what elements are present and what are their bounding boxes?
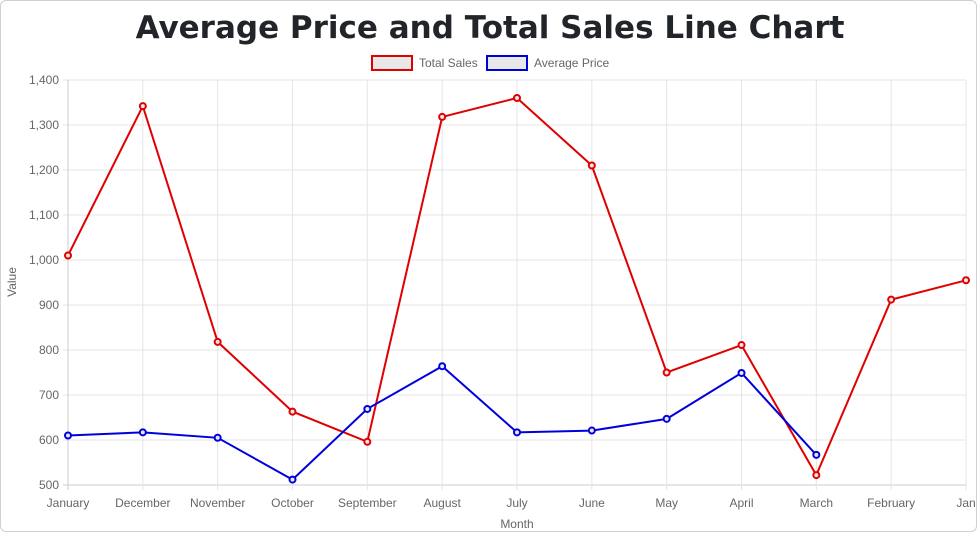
data-point[interactable] — [513, 94, 521, 102]
legend-label: Total Sales — [419, 56, 478, 70]
y-axis-title: Value — [5, 267, 19, 297]
data-point[interactable] — [288, 475, 297, 484]
data-point[interactable] — [213, 337, 222, 346]
series-layer — [64, 94, 970, 484]
y-tick-label: 1,100 — [29, 208, 59, 222]
legend-swatch — [371, 55, 413, 71]
data-point[interactable] — [662, 414, 671, 423]
y-tick-label: 1,300 — [29, 118, 59, 132]
legend-item[interactable]: Total Sales — [371, 55, 478, 71]
legend-item[interactable]: Average Price — [486, 55, 609, 71]
grid — [63, 79, 967, 490]
y-tick-label: 800 — [39, 343, 59, 357]
series-total-sales — [64, 94, 970, 480]
x-tick-label: Jan — [956, 496, 975, 510]
y-tick-label: 600 — [39, 433, 59, 447]
data-point[interactable] — [587, 426, 596, 435]
data-point[interactable] — [438, 362, 447, 371]
x-axis: January December November October September A… — [47, 496, 976, 510]
x-tick-label: December — [115, 496, 170, 510]
data-point[interactable] — [213, 433, 222, 442]
data-point[interactable] — [363, 437, 372, 446]
x-tick-label: May — [655, 496, 678, 510]
data-point[interactable] — [288, 407, 297, 416]
data-point[interactable] — [812, 471, 821, 480]
y-tick-label: 1,200 — [29, 163, 59, 177]
data-point[interactable] — [587, 161, 596, 170]
data-point[interactable] — [662, 368, 671, 377]
data-point[interactable] — [737, 341, 746, 350]
legend[interactable]: Total Sales Average Price — [371, 55, 609, 71]
y-tick-label: 900 — [39, 298, 59, 312]
x-tick-label: November — [190, 496, 245, 510]
x-tick-label: January — [47, 496, 90, 510]
legend-swatch — [486, 55, 528, 71]
y-tick-label: 1,400 — [29, 73, 59, 87]
data-point[interactable] — [64, 251, 72, 260]
data-point[interactable] — [737, 368, 746, 377]
chart-title: Average Price and Total Sales Line Chart — [136, 10, 845, 46]
data-point[interactable] — [962, 276, 970, 285]
legend-label: Average Price — [534, 56, 609, 70]
data-point[interactable] — [438, 112, 447, 121]
x-tick-label: April — [729, 496, 753, 510]
data-point[interactable] — [363, 404, 372, 413]
x-tick-label: September — [338, 496, 397, 510]
data-point[interactable] — [138, 102, 147, 111]
y-axis: 500 600 700 800 900 1,000 1,100 1,200 1,300 1,400 — [29, 73, 59, 492]
x-tick-label: October — [271, 496, 314, 510]
x-tick-label: August — [423, 496, 461, 510]
data-point[interactable] — [812, 450, 821, 459]
y-tick-label: 700 — [39, 388, 59, 402]
x-axis-title: Month — [500, 517, 533, 531]
x-tick-label: February — [867, 496, 915, 510]
x-tick-label: March — [800, 496, 833, 510]
series-average-price — [64, 362, 821, 484]
y-tick-label: 500 — [39, 478, 59, 492]
data-point[interactable] — [887, 295, 896, 304]
x-tick-label: June — [579, 496, 605, 510]
y-tick-label: 1,000 — [29, 253, 59, 267]
x-tick-label: July — [506, 496, 527, 510]
data-point[interactable] — [64, 431, 72, 440]
data-point[interactable] — [138, 428, 147, 437]
data-point[interactable] — [513, 428, 521, 437]
